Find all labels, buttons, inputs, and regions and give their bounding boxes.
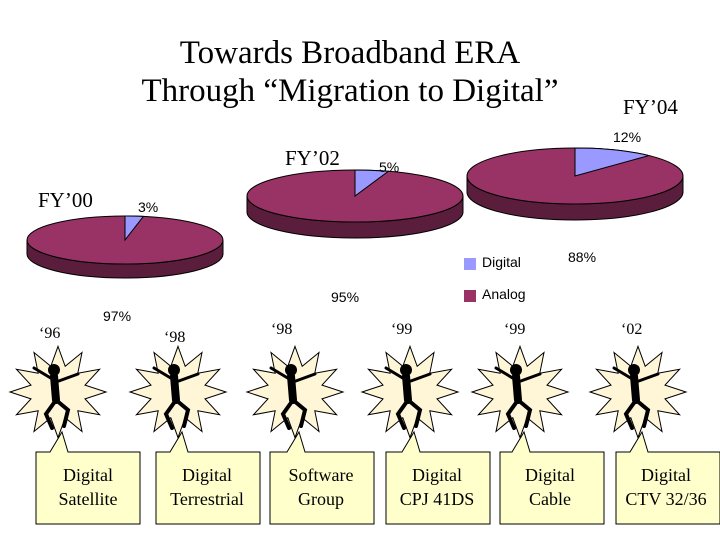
fy02-analog-pct: 95% [331, 289, 360, 305]
callout-text-2: Digital Terrestrial [170, 465, 244, 509]
callout-text-5: Digital Cable [525, 465, 575, 509]
dancer-figure-6 [588, 344, 720, 525]
fy04-pie [466, 147, 684, 221]
fy04-label: FY’04 [623, 95, 678, 119]
dancer-legs [623, 398, 651, 430]
callout-box-2 [155, 430, 261, 525]
callout-box-6 [615, 430, 720, 525]
dancer-head [48, 364, 60, 376]
title-line-2: Through “Migration to Digital” [141, 73, 559, 109]
legend-digital-label: Digital [482, 254, 521, 270]
callout-text-6: Digital CTV 32/36 [625, 465, 707, 509]
fy02-digital-slice [354, 169, 390, 197]
dancer-legs [395, 398, 423, 430]
fy00-digital-slice [124, 215, 145, 242]
callout-text-4: Digital CPJ 41DS [399, 465, 475, 509]
dancer-head [400, 364, 412, 376]
dancer-head [168, 364, 180, 376]
dancer-arms [612, 366, 660, 384]
fy00-digital-pct: 3% [138, 199, 159, 215]
fy04-digital-slice [574, 147, 651, 177]
callout-box-5 [499, 430, 605, 525]
callout-text-1: Digital Satellite [58, 465, 118, 509]
legend-analog-label: Analog [482, 286, 526, 302]
slide-title: Towards Broadband ERA Through “Migration… [0, 34, 720, 110]
callout-text-3: Software Group [288, 465, 354, 509]
milestone-year-6: ‘02 [621, 321, 643, 338]
dancer-arms [384, 366, 432, 384]
dancer-figure-2 [128, 344, 261, 525]
dancer-arms [152, 366, 200, 384]
fy02-label: FY’02 [285, 146, 340, 170]
milestone-year-4: ‘99 [391, 321, 413, 338]
fy00-label: FY’00 [38, 188, 93, 212]
dancer-arms [32, 366, 80, 384]
dancer-legs [163, 398, 191, 430]
milestone-year-3: ‘98 [271, 321, 293, 338]
milestone-year-2: ‘98 [164, 329, 186, 346]
fy00-pie [26, 215, 224, 279]
dancer-figure-5 [470, 344, 605, 525]
dancer-arms [494, 366, 542, 384]
milestone-year-1: ‘96 [39, 325, 61, 342]
callout-box-4 [385, 430, 491, 525]
dancer-arms [269, 366, 317, 384]
dancer-figure-1 [8, 344, 141, 525]
legend-digital-swatch [464, 258, 476, 270]
callout-box-3 [269, 430, 375, 525]
dancer-legs [280, 398, 308, 430]
callout-box-1 [35, 430, 141, 525]
title-line-1: Towards Broadband ERA [179, 35, 521, 71]
dancer-head [628, 364, 640, 376]
legend-analog-swatch [464, 290, 476, 302]
fy04-digital-pct: 12% [613, 129, 642, 145]
dancer-figure-4 [360, 344, 491, 525]
milestone-year-5: ‘99 [504, 321, 526, 338]
fy02-digital-pct: 5% [379, 159, 400, 175]
dancer-legs [505, 398, 533, 430]
fy00-analog-pct: 97% [103, 308, 132, 324]
dancer-legs [43, 398, 71, 430]
fy04-analog-pct: 88% [568, 249, 597, 265]
dancer-head [285, 364, 297, 376]
fy02-pie [246, 169, 464, 239]
dancer-figure-3 [245, 344, 375, 525]
dancer-head [510, 364, 522, 376]
